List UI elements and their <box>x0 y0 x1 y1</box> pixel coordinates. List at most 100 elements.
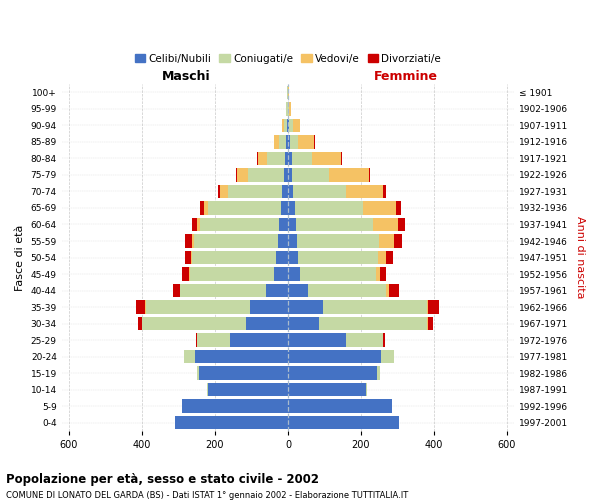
Bar <box>299 268 376 281</box>
Bar <box>208 383 288 396</box>
Bar <box>192 218 197 232</box>
Bar <box>197 334 230 347</box>
Bar <box>145 300 146 314</box>
Bar <box>428 317 433 330</box>
Bar <box>289 118 293 132</box>
Bar <box>386 284 389 298</box>
Bar <box>194 234 278 248</box>
Bar <box>246 317 288 330</box>
Bar <box>284 118 287 132</box>
Bar <box>288 317 319 330</box>
Bar <box>288 118 289 132</box>
Bar <box>377 366 380 380</box>
Bar <box>288 366 377 380</box>
Bar <box>192 234 194 248</box>
Bar <box>207 383 208 396</box>
Bar <box>193 250 276 264</box>
Bar <box>394 234 402 248</box>
Bar <box>427 300 428 314</box>
Bar <box>230 334 288 347</box>
Bar <box>293 184 346 198</box>
Bar <box>288 284 308 298</box>
Bar <box>278 234 288 248</box>
Bar <box>197 218 200 232</box>
Y-axis label: Fasce di età: Fasce di età <box>15 224 25 290</box>
Bar <box>185 234 192 248</box>
Bar <box>298 250 379 264</box>
Bar <box>204 201 208 214</box>
Bar <box>274 135 279 148</box>
Bar <box>323 300 427 314</box>
Bar <box>428 300 439 314</box>
Bar <box>288 250 298 264</box>
Bar <box>297 234 379 248</box>
Bar <box>288 268 299 281</box>
Bar <box>199 366 288 380</box>
Bar <box>288 168 292 181</box>
Bar <box>200 218 279 232</box>
Bar <box>185 250 191 264</box>
Bar <box>220 184 228 198</box>
Bar <box>363 201 395 214</box>
Bar <box>288 184 293 198</box>
Bar <box>274 268 288 281</box>
Bar <box>311 152 341 165</box>
Bar <box>296 218 373 232</box>
Bar <box>200 201 204 214</box>
Bar <box>191 250 193 264</box>
Bar <box>292 168 329 181</box>
Bar <box>228 184 283 198</box>
Bar <box>266 284 288 298</box>
Bar <box>383 184 386 198</box>
Bar <box>279 218 288 232</box>
Bar <box>295 201 363 214</box>
Bar <box>369 168 370 181</box>
Bar <box>279 135 286 148</box>
Bar <box>288 218 296 232</box>
Bar <box>284 168 288 181</box>
Bar <box>283 118 284 132</box>
Bar <box>146 300 250 314</box>
Bar <box>182 400 288 413</box>
Bar <box>288 350 381 364</box>
Bar <box>288 201 295 214</box>
Bar <box>288 152 292 165</box>
Bar <box>389 284 398 298</box>
Bar <box>288 234 297 248</box>
Text: Popolazione per età, sesso e stato civile - 2002: Popolazione per età, sesso e stato civil… <box>6 472 319 486</box>
Bar <box>288 300 323 314</box>
Bar <box>276 250 288 264</box>
Bar <box>288 416 399 430</box>
Bar <box>288 334 346 347</box>
Bar <box>248 168 284 181</box>
Bar <box>319 317 427 330</box>
Bar <box>286 135 288 148</box>
Legend: Celibi/Nubili, Coniugati/e, Vedovi/e, Divorziati/e: Celibi/Nubili, Coniugati/e, Vedovi/e, Di… <box>131 50 445 68</box>
Bar <box>288 400 392 413</box>
Bar <box>380 268 386 281</box>
Bar <box>237 168 248 181</box>
Bar <box>290 135 298 148</box>
Bar <box>180 284 266 298</box>
Bar <box>308 284 386 298</box>
Bar <box>281 201 288 214</box>
Bar <box>173 284 180 298</box>
Bar <box>286 102 287 116</box>
Bar <box>257 152 267 165</box>
Bar <box>136 300 145 314</box>
Bar <box>184 350 195 364</box>
Bar <box>208 201 281 214</box>
Text: Femmine: Femmine <box>374 70 437 83</box>
Bar <box>376 268 380 281</box>
Bar <box>398 218 406 232</box>
Bar <box>292 152 311 165</box>
Bar <box>379 250 386 264</box>
Text: Maschi: Maschi <box>162 70 211 83</box>
Bar <box>381 350 394 364</box>
Y-axis label: Anni di nascita: Anni di nascita <box>575 216 585 299</box>
Bar <box>383 334 385 347</box>
Bar <box>236 168 237 181</box>
Text: COMUNE DI LONATO DEL GARDA (BS) - Dati ISTAT 1° gennaio 2002 - Elaborazione TUTT: COMUNE DI LONATO DEL GARDA (BS) - Dati I… <box>6 491 408 500</box>
Bar <box>288 383 367 396</box>
Bar <box>267 152 285 165</box>
